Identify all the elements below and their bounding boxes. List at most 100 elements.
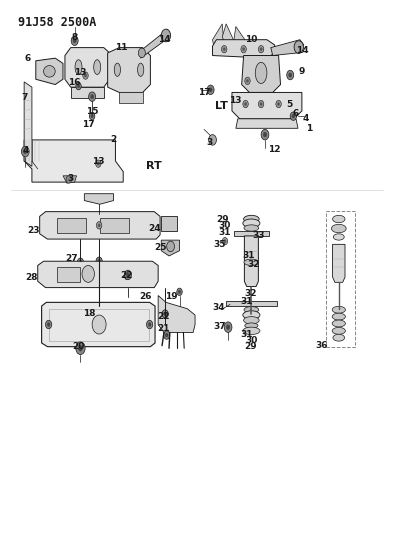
- Text: 15: 15: [86, 108, 98, 116]
- Polygon shape: [333, 244, 345, 282]
- Circle shape: [89, 112, 95, 120]
- Ellipse shape: [243, 215, 259, 223]
- Text: 13: 13: [92, 157, 104, 166]
- Text: 6: 6: [293, 109, 299, 118]
- Text: 20: 20: [72, 342, 85, 351]
- Text: 23: 23: [28, 226, 40, 235]
- Circle shape: [161, 29, 171, 42]
- Polygon shape: [108, 47, 151, 92]
- Text: 3: 3: [207, 138, 213, 147]
- Circle shape: [45, 320, 52, 329]
- Polygon shape: [42, 302, 155, 346]
- Ellipse shape: [94, 60, 100, 75]
- Text: 32: 32: [244, 289, 257, 298]
- Circle shape: [224, 322, 232, 333]
- Circle shape: [76, 342, 85, 354]
- Text: 22: 22: [158, 312, 170, 320]
- Polygon shape: [36, 58, 63, 85]
- Polygon shape: [234, 231, 269, 236]
- Circle shape: [164, 331, 170, 340]
- Circle shape: [73, 38, 76, 43]
- Circle shape: [243, 100, 248, 108]
- Ellipse shape: [244, 225, 259, 231]
- Circle shape: [292, 114, 295, 118]
- Bar: [100, 218, 129, 233]
- Circle shape: [263, 132, 267, 137]
- Bar: [48, 309, 149, 342]
- Text: RT: RT: [147, 161, 162, 171]
- Circle shape: [294, 41, 303, 53]
- Text: 30: 30: [219, 221, 231, 230]
- Circle shape: [96, 257, 102, 265]
- Text: 37: 37: [213, 322, 226, 331]
- Circle shape: [126, 274, 128, 278]
- Circle shape: [209, 87, 212, 92]
- Text: 31: 31: [240, 329, 253, 338]
- Polygon shape: [222, 24, 236, 49]
- Ellipse shape: [244, 306, 259, 313]
- Circle shape: [47, 322, 50, 326]
- Ellipse shape: [75, 60, 82, 75]
- Circle shape: [82, 265, 95, 282]
- Circle shape: [260, 48, 262, 51]
- Text: 2: 2: [110, 135, 117, 144]
- Text: 30: 30: [245, 336, 258, 345]
- Circle shape: [79, 261, 82, 264]
- Ellipse shape: [114, 63, 121, 76]
- Circle shape: [97, 222, 102, 229]
- Circle shape: [125, 272, 130, 280]
- Circle shape: [125, 270, 131, 280]
- Circle shape: [226, 325, 230, 329]
- Circle shape: [98, 224, 100, 227]
- Text: 17: 17: [198, 88, 210, 97]
- Polygon shape: [242, 55, 281, 92]
- Circle shape: [241, 45, 246, 53]
- Polygon shape: [24, 140, 123, 182]
- Circle shape: [162, 310, 168, 318]
- Text: 7: 7: [21, 93, 27, 102]
- Polygon shape: [38, 261, 158, 288]
- Ellipse shape: [333, 234, 344, 240]
- Polygon shape: [158, 295, 195, 333]
- Polygon shape: [65, 47, 110, 87]
- Ellipse shape: [244, 259, 259, 265]
- Text: 5: 5: [286, 100, 293, 109]
- Circle shape: [289, 73, 292, 77]
- Text: 35: 35: [213, 240, 226, 249]
- Circle shape: [287, 70, 294, 80]
- Ellipse shape: [255, 62, 267, 84]
- Text: 32: 32: [247, 260, 260, 269]
- Polygon shape: [234, 27, 245, 47]
- Text: 9: 9: [299, 67, 305, 76]
- Text: 14: 14: [296, 46, 308, 55]
- Text: 14: 14: [158, 35, 170, 44]
- Circle shape: [138, 48, 145, 58]
- Circle shape: [165, 333, 168, 337]
- Text: 13: 13: [229, 96, 241, 105]
- Polygon shape: [212, 39, 275, 58]
- Text: 31: 31: [240, 297, 253, 306]
- Circle shape: [83, 72, 88, 79]
- Text: 13: 13: [74, 68, 87, 77]
- Ellipse shape: [333, 334, 345, 341]
- Text: 31: 31: [219, 228, 231, 237]
- Circle shape: [244, 102, 247, 106]
- Text: 4: 4: [22, 146, 28, 155]
- Text: 1: 1: [307, 124, 313, 133]
- Circle shape: [126, 273, 130, 277]
- Polygon shape: [232, 92, 302, 119]
- Circle shape: [246, 79, 249, 82]
- Circle shape: [91, 115, 93, 118]
- Circle shape: [221, 45, 227, 53]
- Polygon shape: [71, 87, 104, 98]
- Polygon shape: [271, 39, 304, 55]
- Text: 17: 17: [82, 119, 95, 128]
- Circle shape: [209, 135, 216, 145]
- Circle shape: [164, 312, 167, 316]
- Circle shape: [167, 241, 175, 252]
- Text: 6: 6: [25, 54, 31, 63]
- Text: 34: 34: [213, 303, 225, 312]
- Ellipse shape: [332, 320, 346, 327]
- Polygon shape: [212, 24, 224, 50]
- Circle shape: [178, 290, 181, 294]
